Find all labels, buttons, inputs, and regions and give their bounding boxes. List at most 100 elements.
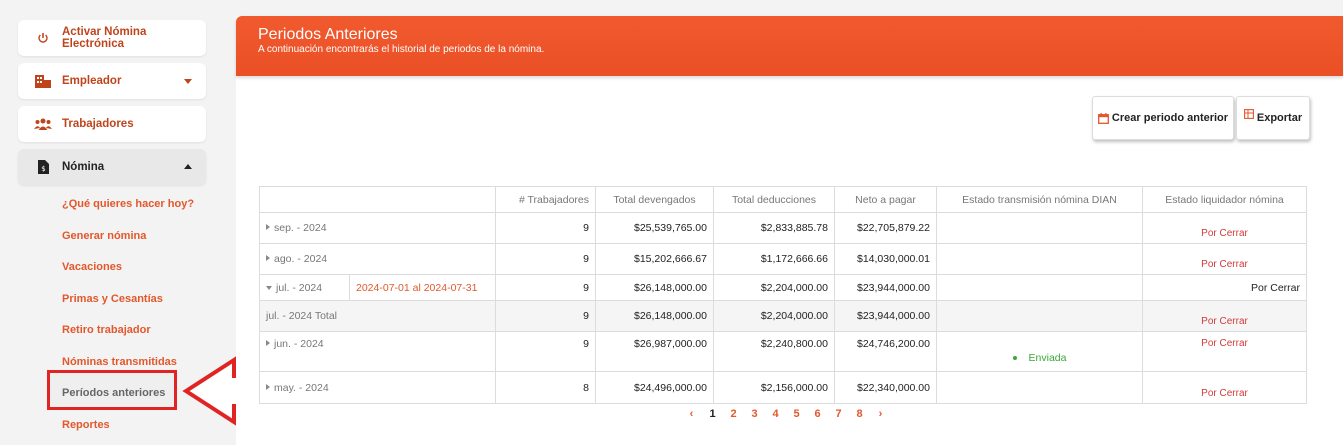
- neto-cell: $23,944,000.00: [834, 300, 937, 332]
- users-icon: [32, 118, 54, 130]
- workers-cell: 8: [495, 371, 596, 404]
- workers-cell: 9: [495, 274, 596, 301]
- main-panel: Periodos Anteriores A continuación encon…: [236, 16, 1343, 445]
- table-row[interactable]: ago. - 2024 9 $15,202,666.67 $1,172,666.…: [259, 243, 1307, 275]
- exportar-label: Exportar: [1256, 112, 1303, 124]
- chevron-up-icon: [184, 164, 192, 169]
- sidebar-subitem-vacaciones[interactable]: Vacaciones: [62, 261, 122, 273]
- neto-cell: $14,030,000.01: [834, 243, 937, 275]
- period-cell[interactable]: jun. - 2024: [259, 331, 496, 372]
- chevron-down-icon: [184, 79, 192, 84]
- devengados-cell: $26,987,000.00: [595, 331, 714, 372]
- sidebar-item-nomina[interactable]: $ Nómina: [18, 149, 206, 185]
- page-header: Periodos Anteriores A continuación encon…: [236, 16, 1343, 76]
- column-header-period: [259, 186, 496, 213]
- pagination-page-4[interactable]: 4: [772, 408, 779, 420]
- exportar-button[interactable]: Exportar: [1236, 96, 1310, 140]
- sidebar-subitem-generar-nomina[interactable]: Generar nómina: [62, 230, 147, 242]
- period-range-cell: 2024-07-01 al 2024-07-31: [349, 274, 496, 301]
- pagination-page-1[interactable]: 1: [709, 408, 716, 420]
- pagination-page-6[interactable]: 6: [814, 408, 821, 420]
- sidebar-item-trabajadores[interactable]: Trabajadores: [18, 106, 206, 142]
- neto-cell: $22,705,879.22: [834, 212, 937, 244]
- devengados-cell: $26,148,000.00: [595, 274, 714, 301]
- deducciones-cell: $1,172,666.66: [713, 243, 835, 275]
- liquidador-status-cell[interactable]: Por Cerrar: [1142, 371, 1307, 404]
- table-row[interactable]: sep. - 2024 9 $25,539,765.00 $2,833,885.…: [259, 212, 1307, 244]
- svg-text:$: $: [41, 165, 45, 173]
- neto-cell: $23,944,000.00: [834, 274, 937, 301]
- liquidador-status-cell[interactable]: Por Cerrar: [1142, 331, 1307, 372]
- table-row[interactable]: may. - 2024 8 $24,496,000.00 $2,156,000.…: [259, 371, 1307, 404]
- pagination-page-5[interactable]: 5: [793, 408, 800, 420]
- period-cell[interactable]: jul. - 2024: [259, 274, 350, 301]
- liquidador-status-cell[interactable]: Por Cerrar: [1142, 300, 1307, 332]
- dian-status-cell: [936, 212, 1143, 244]
- neto-cell: $24,746,200.00: [834, 331, 937, 372]
- sidebar-item-label: Empleador: [62, 75, 122, 87]
- crear-periodo-label: Crear periodo anterior: [1111, 112, 1229, 124]
- workers-cell: 9: [495, 331, 596, 372]
- expand-icon[interactable]: [266, 255, 270, 261]
- page-title: Periodos Anteriores: [258, 26, 398, 43]
- workers-cell: 9: [495, 300, 596, 332]
- deducciones-cell: $2,156,000.00: [713, 371, 835, 404]
- liquidador-status-cell[interactable]: Por Cerrar: [1142, 243, 1307, 275]
- dian-status-cell: [936, 243, 1143, 275]
- table-row[interactable]: jun. - 2024 9 $26,987,000.00 $2,240,800.…: [259, 331, 1307, 372]
- workers-cell: 9: [495, 243, 596, 275]
- pagination-prev-button[interactable]: ‹: [689, 408, 694, 420]
- sidebar-subitem-nominas-transmitidas[interactable]: Nóminas transmitidas: [62, 356, 177, 368]
- liquidador-status-cell[interactable]: Por Cerrar: [1142, 212, 1307, 244]
- table-header-row: # Trabajadores Total devengados Total de…: [259, 186, 1307, 213]
- crear-periodo-button[interactable]: Crear periodo anterior: [1092, 96, 1234, 140]
- pagination: ‹ 1 2 3 4 5 6 7 8 ›: [681, 408, 891, 420]
- annotation-highlight-box: [47, 370, 177, 410]
- period-cell[interactable]: ago. - 2024: [259, 243, 496, 275]
- pagination-page-7[interactable]: 7: [835, 408, 842, 420]
- sidebar-subitem-primas-cesantias[interactable]: Primas y Cesantías: [62, 293, 163, 305]
- sidebar: Activar Nómina Electrónica Empleador Tra…: [0, 0, 280, 445]
- column-header: Total devengados: [595, 186, 714, 213]
- column-header: Neto a pagar: [834, 186, 937, 213]
- payroll-document-icon: $: [32, 160, 54, 174]
- devengados-cell: $15,202,666.67: [595, 243, 714, 275]
- pagination-page-8[interactable]: 8: [856, 408, 863, 420]
- deducciones-cell: $2,204,000.00: [713, 300, 835, 332]
- sidebar-subitem-retiro-trabajador[interactable]: Retiro trabajador: [62, 324, 151, 336]
- sidebar-item-activar-nomina[interactable]: Activar Nómina Electrónica: [18, 20, 206, 56]
- expand-icon[interactable]: [266, 224, 270, 230]
- table-total-row: jul. - 2024 Total 9 $26,148,000.00 $2,20…: [259, 300, 1307, 332]
- column-header: Total deducciones: [713, 186, 835, 213]
- sidebar-subitem-periodos-anteriores[interactable]: Períodos anteriores: [62, 387, 166, 399]
- sent-dot-icon: [1012, 355, 1017, 360]
- pagination-next-button[interactable]: ›: [878, 408, 883, 420]
- sidebar-item-label: Trabajadores: [62, 118, 134, 130]
- dian-status-cell: [936, 274, 1143, 301]
- period-cell[interactable]: sep. - 2024: [259, 212, 496, 244]
- expand-icon[interactable]: [266, 340, 270, 346]
- devengados-cell: $24,496,000.00: [595, 371, 714, 404]
- collapse-icon[interactable]: [266, 285, 272, 290]
- spreadsheet-icon: [1243, 109, 1254, 119]
- deducciones-cell: $2,240,800.00: [713, 331, 835, 372]
- sidebar-item-empleador[interactable]: Empleador: [18, 63, 206, 99]
- dian-status-cell: [936, 300, 1143, 332]
- page-subtitle: A continuación encontrarás el historial …: [258, 44, 545, 55]
- sidebar-subitem-que-hacer[interactable]: ¿Qué quieres hacer hoy?: [62, 198, 195, 210]
- period-cell[interactable]: may. - 2024: [259, 371, 496, 404]
- sidebar-subitem-reportes[interactable]: Reportes: [62, 419, 110, 431]
- pagination-page-2[interactable]: 2: [730, 408, 737, 420]
- sidebar-item-label: Activar Nómina Electrónica: [62, 26, 147, 50]
- table-row[interactable]: jul. - 2024 2024-07-01 al 2024-07-31 9 $…: [259, 274, 1307, 301]
- periods-table: # Trabajadores Total devengados Total de…: [259, 186, 1307, 404]
- devengados-cell: $26,148,000.00: [595, 300, 714, 332]
- deducciones-cell: $2,833,885.78: [713, 212, 835, 244]
- liquidador-status-cell[interactable]: Por Cerrar: [1142, 274, 1307, 301]
- column-header: Estado transmisión nómina DIAN: [936, 186, 1143, 213]
- workers-cell: 9: [495, 212, 596, 244]
- calendar-icon: [1097, 112, 1109, 124]
- dian-status-cell: [936, 371, 1143, 404]
- pagination-page-3[interactable]: 3: [751, 408, 758, 420]
- expand-icon[interactable]: [266, 383, 270, 390]
